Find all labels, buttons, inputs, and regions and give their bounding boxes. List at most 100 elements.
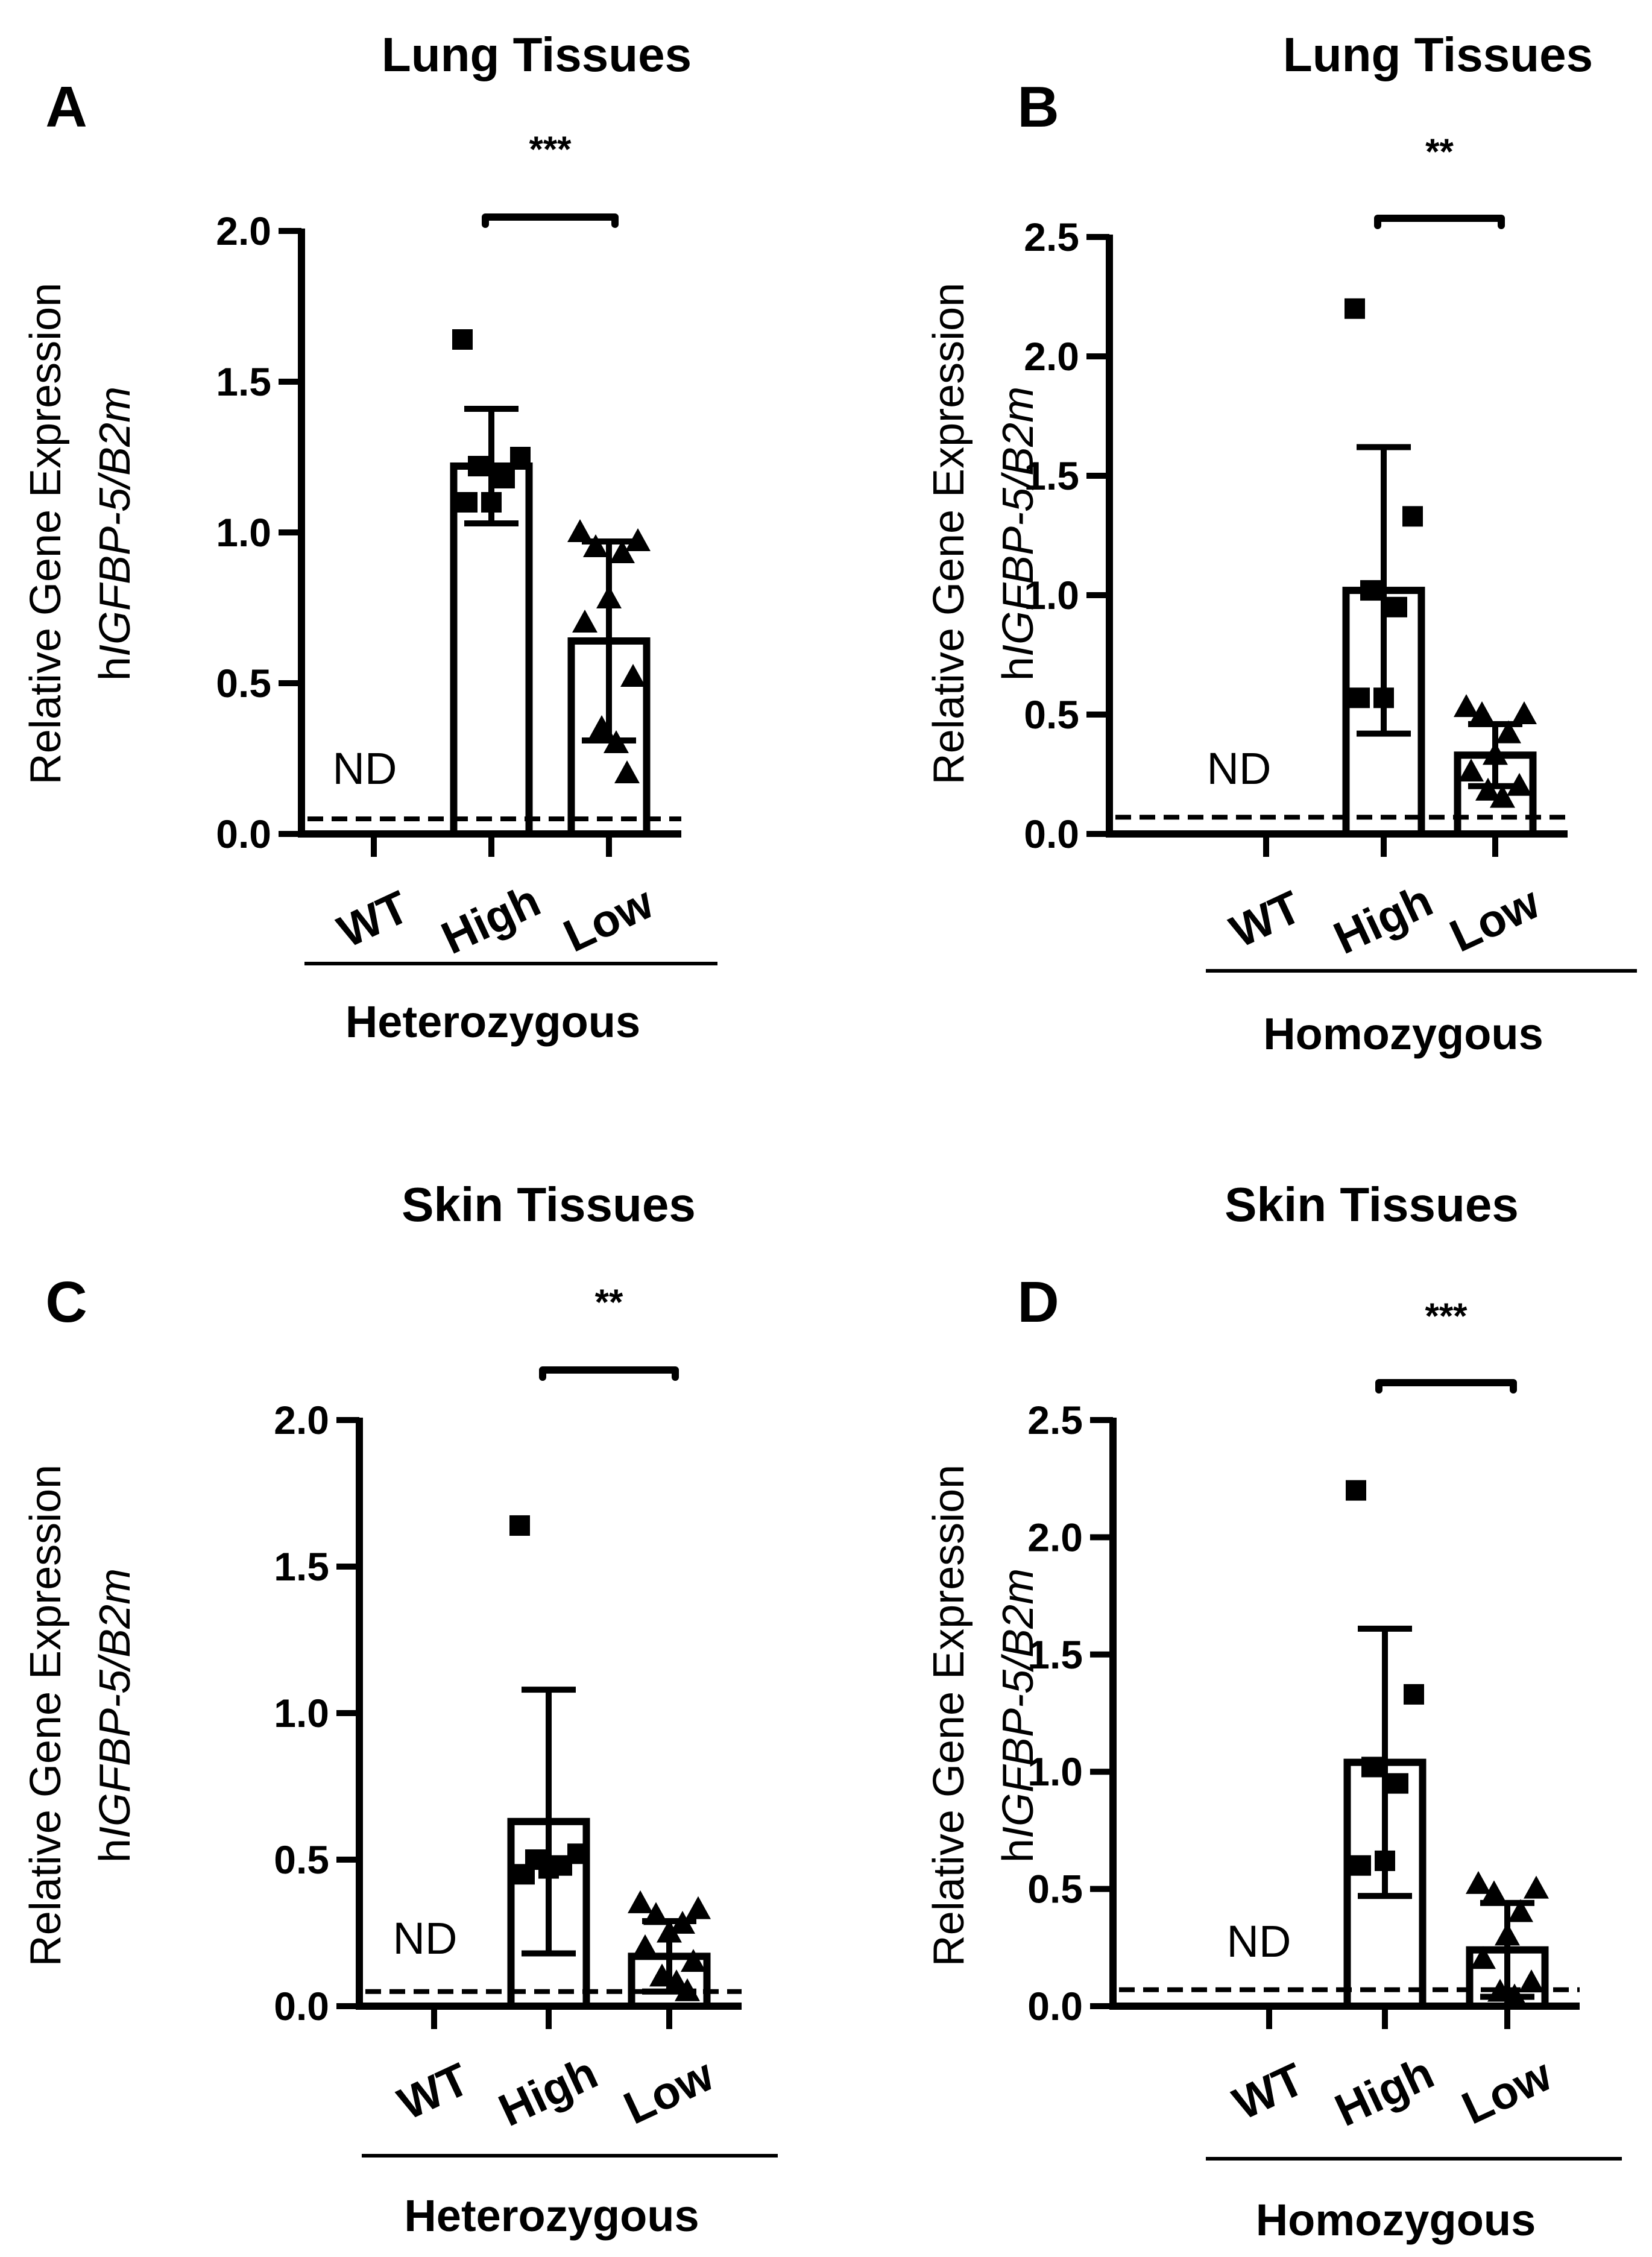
y-tick-label: 1.5 — [274, 1544, 329, 1589]
x-tick-label: WT — [391, 2053, 477, 2130]
y-axis-label-gene: hIGFBP-5/B2m — [994, 1568, 1042, 1863]
nd-label: ND — [1207, 743, 1272, 794]
panel-title: Lung Tissues — [382, 28, 692, 81]
data-point — [657, 1919, 682, 1943]
y-tick-label: 0.0 — [216, 812, 271, 856]
y-tick-label: 1.0 — [1027, 1749, 1083, 1794]
data-point — [1487, 1978, 1513, 2002]
panel-title: Skin Tissues — [1225, 1178, 1519, 1231]
significance-label: *** — [529, 129, 572, 169]
significance-bracket — [482, 213, 619, 228]
data-point — [1373, 687, 1394, 709]
group-label: Homozygous — [1256, 2195, 1536, 2245]
panel-a: Lung Tissues A Relative Gene Expression hIG… — [22, 28, 717, 1047]
nd-label: ND — [1227, 1916, 1291, 1966]
data-point — [1351, 1855, 1371, 1876]
data-point — [481, 492, 502, 513]
x-tick-label: WT — [1223, 881, 1309, 958]
data-point — [1490, 784, 1515, 808]
group-label: Homozygous — [1263, 1009, 1543, 1059]
data-point — [572, 610, 597, 633]
y-tick-label: 0.5 — [274, 1837, 329, 1882]
data-point — [1471, 1946, 1496, 1969]
data-point — [643, 1902, 669, 1925]
y-axis-label-prefix: h — [994, 657, 1042, 681]
x-tick-label: WT — [330, 881, 417, 958]
significance-bracket — [539, 1366, 679, 1381]
data-point — [1458, 759, 1484, 782]
y-axis-label: Relative Gene Expression — [22, 283, 70, 784]
data-point — [1466, 1870, 1491, 1894]
data-point — [457, 492, 478, 513]
significance-label: ** — [595, 1282, 623, 1322]
data-point — [1402, 506, 1423, 527]
data-point — [1481, 1880, 1507, 1904]
data-point — [1469, 701, 1495, 724]
data-point — [1345, 298, 1365, 319]
data-point — [628, 1890, 653, 1913]
data-point — [620, 664, 646, 687]
data-point — [567, 519, 593, 542]
y-tick-label: 0.5 — [1024, 692, 1079, 737]
y-axis-label-gene: hIGFBP-5/B2m — [91, 387, 139, 681]
y-axis-label-gene: hIGFBP-5/B2m — [91, 1568, 139, 1863]
data-point — [625, 528, 651, 551]
data-point — [1361, 1757, 1382, 1778]
data-point — [1349, 687, 1370, 709]
significance-label: ** — [1425, 131, 1454, 172]
data-point — [1519, 1969, 1544, 1993]
data-point — [686, 1896, 711, 1919]
data-point — [1502, 1983, 1527, 2007]
x-tick-label: High — [434, 875, 548, 964]
data-point — [1346, 1480, 1366, 1501]
y-tick-label: 2.0 — [216, 209, 271, 253]
data-point — [1524, 1875, 1549, 1899]
significance-bracket — [1375, 1379, 1517, 1394]
data-point — [1512, 701, 1537, 724]
data-point — [604, 730, 629, 753]
data-point — [1475, 777, 1501, 801]
data-point — [494, 468, 515, 488]
y-axis-label: Relative Gene Expression — [925, 1465, 973, 1966]
panel-title: Skin Tissues — [402, 1178, 696, 1231]
data-point — [1496, 720, 1521, 743]
x-tick-label: WT — [1226, 2053, 1312, 2130]
y-axis-label-gene: hIGFBP-5/B2m — [994, 387, 1042, 681]
y-axis-label-gene-name: IGFBP-5/B2m — [994, 387, 1042, 657]
data-point — [589, 715, 614, 738]
data-point — [452, 329, 473, 350]
data-point — [1454, 694, 1479, 718]
group-label: Heterozygous — [345, 997, 640, 1047]
x-tick-label: Low — [1442, 877, 1547, 962]
data-point — [681, 1949, 706, 1972]
data-point — [1375, 1850, 1395, 1871]
y-axis-label-gene-name: IGFBP-5/B2m — [994, 1568, 1042, 1839]
data-point — [468, 456, 488, 476]
data-point — [614, 760, 640, 783]
data-point — [1483, 742, 1508, 765]
data-point — [596, 586, 622, 608]
y-tick-label: 0.5 — [1027, 1867, 1083, 1911]
y-tick-label: 0.5 — [216, 661, 271, 706]
data-point — [1495, 1922, 1520, 1946]
data-point — [670, 1910, 695, 1934]
y-tick-label: 1.5 — [216, 359, 271, 404]
y-axis-label-prefix: h — [91, 1839, 139, 1863]
y-axis-label: Relative Gene Expression — [22, 1465, 70, 1966]
data-point — [1387, 596, 1407, 617]
y-tick-label: 1.0 — [274, 1691, 329, 1735]
data-point — [1507, 772, 1532, 796]
data-point — [610, 540, 635, 563]
y-tick-label: 2.5 — [1024, 215, 1079, 259]
y-axis-label-prefix: h — [91, 657, 139, 681]
data-point — [514, 1864, 535, 1885]
data-point — [538, 1858, 559, 1879]
data-point — [1508, 1899, 1533, 1922]
data-point — [1388, 1773, 1408, 1794]
x-tick-label: Low — [1454, 2049, 1559, 2135]
x-tick-label: High — [491, 2047, 605, 2136]
y-tick-label: 2.0 — [274, 1398, 329, 1442]
y-axis-label-gene-name: IGFBP-5/B2m — [91, 1568, 139, 1839]
significance-label: *** — [1425, 1296, 1468, 1336]
